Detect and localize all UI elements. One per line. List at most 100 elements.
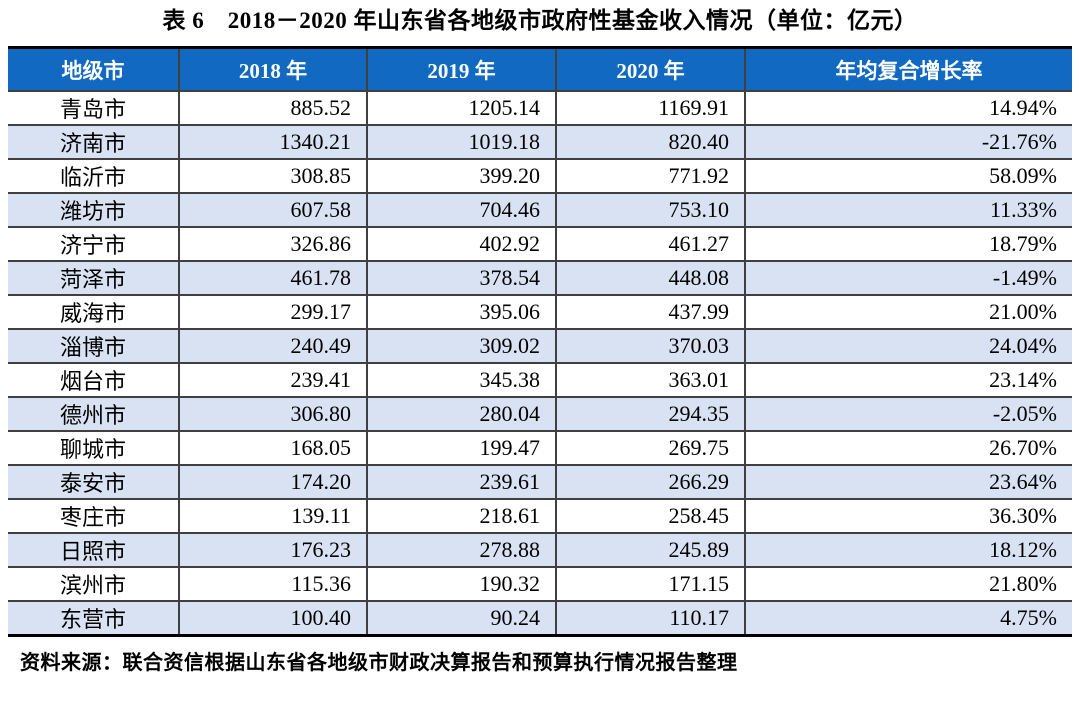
table-body: 青岛市 885.52 1205.14 1169.91 14.94% 济南市 13… bbox=[8, 90, 1072, 636]
table-row: 济南市 1340.21 1019.18 820.40 -21.76% bbox=[8, 124, 1072, 161]
table-row: 临沂市 308.85 399.20 771.92 58.09% bbox=[8, 158, 1072, 195]
city-cell: 泰安市 bbox=[8, 464, 180, 501]
value-2020-cell: 370.03 bbox=[555, 328, 746, 365]
value-2020-cell: 110.17 bbox=[555, 600, 746, 636]
value-2020-cell: 437.99 bbox=[555, 294, 746, 331]
value-2018-cell: 100.40 bbox=[178, 600, 368, 636]
city-cell: 潍坊市 bbox=[8, 192, 180, 229]
value-2018-cell: 174.20 bbox=[178, 464, 368, 501]
value-2020-cell: 245.89 bbox=[555, 532, 746, 569]
value-2019-cell: 190.32 bbox=[366, 566, 557, 603]
cagr-cell: -2.05% bbox=[744, 396, 1072, 433]
value-2020-cell: 1169.91 bbox=[555, 90, 746, 127]
table-row: 菏泽市 461.78 378.54 448.08 -1.49% bbox=[8, 260, 1072, 297]
table-row: 青岛市 885.52 1205.14 1169.91 14.94% bbox=[8, 90, 1072, 127]
value-2020-cell: 171.15 bbox=[555, 566, 746, 603]
value-2020-cell: 363.01 bbox=[555, 362, 746, 399]
value-2019-cell: 280.04 bbox=[366, 396, 557, 433]
city-cell: 德州市 bbox=[8, 396, 180, 433]
value-2020-cell: 820.40 bbox=[555, 124, 746, 161]
value-2019-cell: 239.61 bbox=[366, 464, 557, 501]
city-cell: 临沂市 bbox=[8, 158, 180, 195]
value-2018-cell: 176.23 bbox=[178, 532, 368, 569]
value-2019-cell: 395.06 bbox=[366, 294, 557, 331]
value-2018-cell: 1340.21 bbox=[178, 124, 368, 161]
table-row: 烟台市 239.41 345.38 363.01 23.14% bbox=[8, 362, 1072, 399]
value-2019-cell: 399.20 bbox=[366, 158, 557, 195]
value-2019-cell: 90.24 bbox=[366, 600, 557, 636]
cagr-cell: 11.33% bbox=[744, 192, 1072, 229]
value-2019-cell: 309.02 bbox=[366, 328, 557, 365]
table-row: 枣庄市 139.11 218.61 258.45 36.30% bbox=[8, 498, 1072, 535]
table-row: 泰安市 174.20 239.61 266.29 23.64% bbox=[8, 464, 1072, 501]
cagr-cell: 58.09% bbox=[744, 158, 1072, 195]
cagr-cell: 23.64% bbox=[744, 464, 1072, 501]
col-header-2019: 2019 年 bbox=[366, 47, 557, 93]
source-note: 资料来源：联合资信根据山东省各地级市财政决算报告和预算执行情况报告整理 bbox=[20, 652, 738, 675]
city-cell: 济宁市 bbox=[8, 226, 180, 263]
cagr-cell: -1.49% bbox=[744, 260, 1072, 297]
table-row: 济宁市 326.86 402.92 461.27 18.79% bbox=[8, 226, 1072, 263]
table-row: 淄博市 240.49 309.02 370.03 24.04% bbox=[8, 328, 1072, 365]
table-row: 滨州市 115.36 190.32 171.15 21.80% bbox=[8, 566, 1072, 603]
value-2020-cell: 258.45 bbox=[555, 498, 746, 535]
value-2019-cell: 345.38 bbox=[366, 362, 557, 399]
cagr-cell: 26.70% bbox=[744, 430, 1072, 467]
value-2020-cell: 461.27 bbox=[555, 226, 746, 263]
value-2020-cell: 771.92 bbox=[555, 158, 746, 195]
value-2018-cell: 885.52 bbox=[178, 90, 368, 127]
table-row: 东营市 100.40 90.24 110.17 4.75% bbox=[8, 600, 1072, 636]
table-row: 德州市 306.80 280.04 294.35 -2.05% bbox=[8, 396, 1072, 433]
value-2018-cell: 299.17 bbox=[178, 294, 368, 331]
value-2018-cell: 115.36 bbox=[178, 566, 368, 603]
value-2018-cell: 239.41 bbox=[178, 362, 368, 399]
table-row: 威海市 299.17 395.06 437.99 21.00% bbox=[8, 294, 1072, 331]
header-row: 地级市 2018 年 2019 年 2020 年 年均复合增长率 bbox=[8, 47, 1072, 93]
value-2020-cell: 753.10 bbox=[555, 192, 746, 229]
cagr-cell: 23.14% bbox=[744, 362, 1072, 399]
col-header-2020: 2020 年 bbox=[555, 47, 746, 93]
city-cell: 青岛市 bbox=[8, 90, 180, 127]
city-cell: 烟台市 bbox=[8, 362, 180, 399]
value-2020-cell: 448.08 bbox=[555, 260, 746, 297]
value-2018-cell: 308.85 bbox=[178, 158, 368, 195]
value-2018-cell: 240.49 bbox=[178, 328, 368, 365]
table-row: 潍坊市 607.58 704.46 753.10 11.33% bbox=[8, 192, 1072, 229]
cagr-cell: 21.80% bbox=[744, 566, 1072, 603]
value-2018-cell: 461.78 bbox=[178, 260, 368, 297]
value-2018-cell: 168.05 bbox=[178, 430, 368, 467]
city-cell: 枣庄市 bbox=[8, 498, 180, 535]
cagr-cell: 4.75% bbox=[744, 600, 1072, 636]
fund-income-table: 地级市 2018 年 2019 年 2020 年 年均复合增长率 青岛市 885… bbox=[8, 45, 1072, 638]
cagr-cell: 18.12% bbox=[744, 532, 1072, 569]
table-row: 聊城市 168.05 199.47 269.75 26.70% bbox=[8, 430, 1072, 467]
city-cell: 东营市 bbox=[8, 600, 180, 636]
value-2019-cell: 402.92 bbox=[366, 226, 557, 263]
cagr-cell: 36.30% bbox=[744, 498, 1072, 535]
value-2019-cell: 199.47 bbox=[366, 430, 557, 467]
cagr-cell: 18.79% bbox=[744, 226, 1072, 263]
city-cell: 菏泽市 bbox=[8, 260, 180, 297]
cagr-cell: -21.76% bbox=[744, 124, 1072, 161]
value-2019-cell: 218.61 bbox=[366, 498, 557, 535]
col-header-2018: 2018 年 bbox=[178, 47, 368, 93]
table-row: 日照市 176.23 278.88 245.89 18.12% bbox=[8, 532, 1072, 569]
value-2020-cell: 269.75 bbox=[555, 430, 746, 467]
table-title: 表 6 2018－2020 年山东省各地级市政府性基金收入情况（单位：亿元） bbox=[162, 8, 918, 33]
city-cell: 聊城市 bbox=[8, 430, 180, 467]
value-2018-cell: 607.58 bbox=[178, 192, 368, 229]
value-2018-cell: 326.86 bbox=[178, 226, 368, 263]
cagr-cell: 14.94% bbox=[744, 90, 1072, 127]
cagr-cell: 21.00% bbox=[744, 294, 1072, 331]
value-2020-cell: 294.35 bbox=[555, 396, 746, 433]
col-header-city: 地级市 bbox=[8, 47, 180, 93]
city-cell: 威海市 bbox=[8, 294, 180, 331]
value-2020-cell: 266.29 bbox=[555, 464, 746, 501]
value-2019-cell: 378.54 bbox=[366, 260, 557, 297]
value-2018-cell: 139.11 bbox=[178, 498, 368, 535]
cagr-cell: 24.04% bbox=[744, 328, 1072, 365]
city-cell: 日照市 bbox=[8, 532, 180, 569]
value-2019-cell: 278.88 bbox=[366, 532, 557, 569]
value-2019-cell: 1205.14 bbox=[366, 90, 557, 127]
